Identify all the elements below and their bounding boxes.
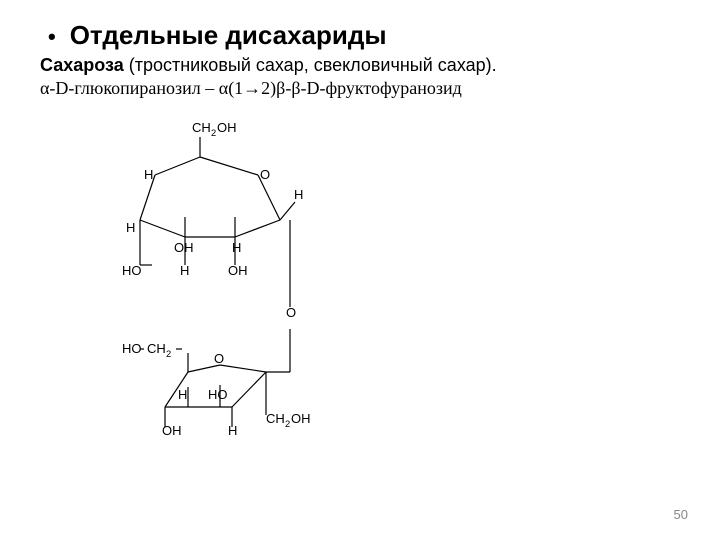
compound-desc: (тростниковый сахар, свекловичный сахар)… — [124, 55, 497, 75]
svg-text:O: O — [286, 305, 296, 320]
svg-text:OH: OH — [217, 120, 237, 135]
svg-text:CH: CH — [266, 411, 285, 426]
svg-text:HO: HO — [122, 263, 142, 278]
svg-text:2: 2 — [166, 349, 171, 359]
chemical-formula: α-D-глюкопиранозил – α(1→2)β-β-D-фруктоф… — [40, 78, 680, 99]
svg-text:CH: CH — [147, 341, 166, 356]
svg-text:H: H — [126, 220, 135, 235]
page-number: 50 — [674, 507, 688, 522]
svg-text:H: H — [232, 240, 241, 255]
svg-text:O: O — [260, 167, 270, 182]
bullet-marker: • — [48, 24, 56, 50]
svg-text:H: H — [180, 263, 189, 278]
svg-text:HO: HO — [122, 341, 142, 356]
svg-text:2: 2 — [285, 419, 290, 429]
svg-text:OH: OH — [228, 263, 248, 278]
svg-text:H: H — [144, 167, 153, 182]
svg-text:H: H — [228, 423, 237, 438]
svg-text:CH: CH — [192, 120, 211, 135]
slide-heading: Отдельные дисахариды — [70, 20, 387, 51]
svg-text:O: O — [214, 351, 224, 366]
chemical-structure-diagram: CH2OHHOHHOHHHOOHHOHOCH2OHHOCH2OHOHH — [100, 117, 680, 452]
svg-text:HO: HO — [208, 387, 228, 402]
svg-text:2: 2 — [211, 128, 216, 138]
svg-text:H: H — [294, 187, 303, 202]
svg-text:OH: OH — [174, 240, 194, 255]
svg-text:OH: OH — [291, 411, 311, 426]
compound-name: Сахароза — [40, 55, 124, 75]
subline: Сахароза (тростниковый сахар, свекловичн… — [40, 55, 680, 76]
svg-text:H: H — [178, 387, 187, 402]
svg-text:OH: OH — [162, 423, 182, 438]
